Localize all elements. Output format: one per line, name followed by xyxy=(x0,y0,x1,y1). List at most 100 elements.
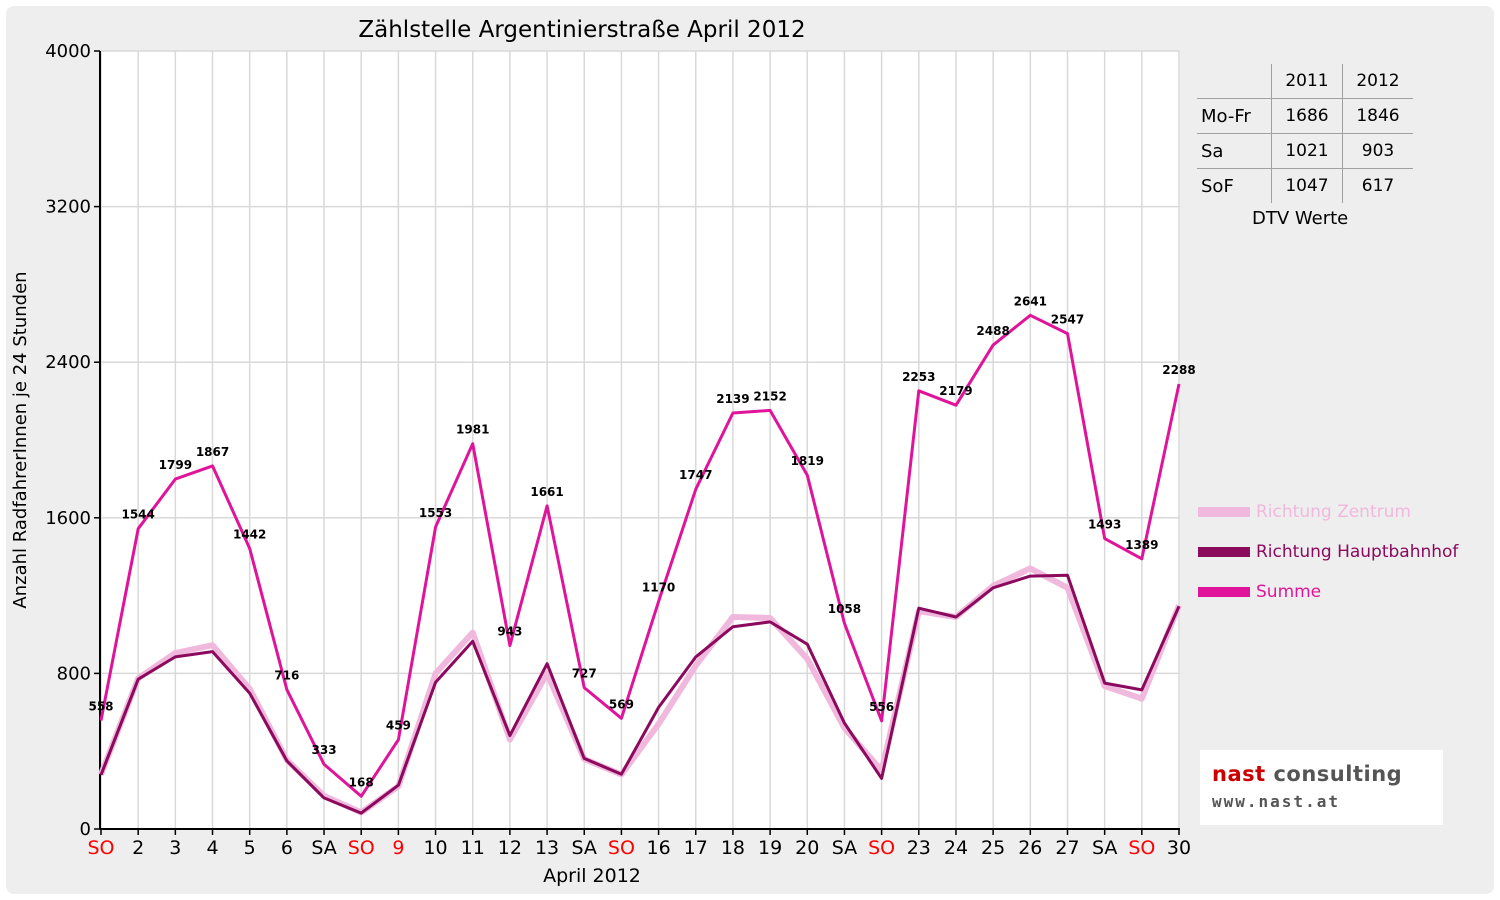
x-tick-label: SA xyxy=(311,837,336,859)
x-tick-label: SO xyxy=(87,837,114,859)
x-tick-label: SO xyxy=(868,837,895,859)
dtv-cell-2012: 1846 xyxy=(1342,98,1413,134)
data-label: 1867 xyxy=(196,445,229,459)
x-tick-label: SO xyxy=(348,837,375,859)
data-label: 2179 xyxy=(939,384,972,398)
x-tick-label: 20 xyxy=(795,837,819,859)
legend-swatch xyxy=(1198,587,1250,597)
data-label: 1981 xyxy=(456,423,489,437)
data-label: 943 xyxy=(497,625,522,639)
logo-name-part2: consulting xyxy=(1265,762,1403,786)
data-label: 2641 xyxy=(1014,294,1047,308)
logo-url: www.nast.at xyxy=(1212,792,1340,811)
data-label: 1799 xyxy=(159,458,192,472)
legend: Richtung Zentrum Richtung Hauptbahnhof S… xyxy=(1198,492,1458,612)
dtv-cell-2011: 1686 xyxy=(1271,98,1343,134)
y-axis-ticks: 0 800 1600 2400 3200 4000 xyxy=(45,41,100,840)
data-label: 556 xyxy=(869,700,894,714)
x-tick-label: 26 xyxy=(1018,837,1042,859)
y-axis-label: Anzahl RadfahrerInnen je 24 Stunden xyxy=(10,271,31,608)
dtv-row-sof: SoF 1047 617 xyxy=(1197,168,1413,203)
dtv-header-2011: 2011 xyxy=(1271,64,1343,99)
x-tick-label: 23 xyxy=(907,837,931,859)
x-tick-label: SA xyxy=(572,837,597,859)
x-tick-label: SO xyxy=(608,837,635,859)
data-label: 2547 xyxy=(1051,313,1084,327)
x-tick-label: 30 xyxy=(1167,837,1191,859)
x-tick-label: 17 xyxy=(684,837,708,859)
data-label: 2253 xyxy=(902,370,935,384)
x-tick-label: 12 xyxy=(498,837,522,859)
y-tick-label: 3200 xyxy=(45,197,91,218)
data-labels: 558 1544 1799 1867 1442 716 333 168 459 1553 1981 9… xyxy=(88,294,1195,789)
legend-label: Richtung Hauptbahnhof xyxy=(1256,542,1459,562)
data-label: 1493 xyxy=(1088,518,1121,532)
x-tick-label: 19 xyxy=(758,837,782,859)
data-label: 333 xyxy=(312,743,337,757)
data-label: 1819 xyxy=(791,454,824,468)
y-tick-label: 2400 xyxy=(45,352,91,373)
x-tick-label: 24 xyxy=(944,837,968,859)
legend-item-summe: Summe xyxy=(1198,572,1458,612)
data-label: 716 xyxy=(274,669,299,683)
data-label: 1553 xyxy=(419,506,452,520)
x-tick-label: SO xyxy=(1128,837,1155,859)
y-tick-label: 4000 xyxy=(45,41,91,62)
dtv-cell-2012: 903 xyxy=(1342,133,1413,169)
data-label: 1544 xyxy=(121,508,154,522)
data-label: 1747 xyxy=(679,468,712,482)
x-tick-label: 5 xyxy=(244,837,256,859)
y-tick-label: 0 xyxy=(80,819,91,840)
data-label: 459 xyxy=(386,719,411,733)
nast-consulting-logo: nast consulting www.nast.at xyxy=(1200,750,1443,825)
legend-swatch xyxy=(1198,547,1250,557)
dtv-row-label: Mo-Fr xyxy=(1197,98,1272,134)
series-layer xyxy=(98,313,1182,816)
data-label: 727 xyxy=(572,667,597,681)
x-tick-label: 13 xyxy=(535,837,559,859)
dtv-cell-2011: 1021 xyxy=(1271,133,1343,169)
dtv-row-mo-fr: Mo-Fr 1686 1846 xyxy=(1197,98,1413,134)
data-label: 2488 xyxy=(976,324,1009,338)
x-axis-label: April 2012 xyxy=(543,865,641,887)
x-tick-label: 25 xyxy=(981,837,1005,859)
x-tick-label: 2 xyxy=(132,837,144,859)
data-label: 569 xyxy=(609,697,634,711)
data-label: 1058 xyxy=(828,602,861,616)
x-tick-label: SA xyxy=(832,837,857,859)
data-label: 2139 xyxy=(716,392,749,406)
data-label: 558 xyxy=(88,699,113,713)
data-label: 2288 xyxy=(1162,363,1195,377)
x-tick-label: 18 xyxy=(721,837,745,859)
data-label: 1389 xyxy=(1125,538,1158,552)
dtv-caption: DTV Werte xyxy=(1252,208,1349,229)
legend-label: Summe xyxy=(1256,582,1322,602)
x-tick-label: 10 xyxy=(423,837,447,859)
x-tick-label: 3 xyxy=(169,837,181,859)
data-label: 1170 xyxy=(642,580,675,594)
x-tick-label: 4 xyxy=(206,837,218,859)
dtv-cell-2012: 617 xyxy=(1342,168,1413,203)
series-line-richtung-hauptbahnhof xyxy=(99,573,1181,815)
logo-name: nast consulting xyxy=(1212,762,1402,786)
legend-item-richtung-hauptbahnhof: Richtung Hauptbahnhof xyxy=(1198,532,1458,572)
x-tick-label: 16 xyxy=(646,837,670,859)
x-tick-label: 11 xyxy=(461,837,485,859)
dtv-header-blank xyxy=(1197,64,1272,99)
data-label: 1661 xyxy=(530,485,563,499)
data-label: 2152 xyxy=(753,389,786,403)
x-tick-label: SA xyxy=(1092,837,1117,859)
data-label: 1442 xyxy=(233,528,266,542)
dtv-row-label: Sa xyxy=(1197,133,1272,169)
chart-title: Zählstelle Argentinierstraße April 2012 xyxy=(358,17,805,43)
plot-area xyxy=(100,51,1180,829)
legend-swatch xyxy=(1198,507,1250,517)
dtv-row-sa: Sa 1021 903 xyxy=(1197,133,1413,169)
legend-label: Richtung Zentrum xyxy=(1256,502,1411,522)
dtv-table-header: 2011 2012 xyxy=(1197,64,1413,99)
y-tick-label: 800 xyxy=(57,663,91,684)
dtv-table: 2011 2012 Mo-Fr 1686 1846 Sa 1021 903 So… xyxy=(1197,64,1413,203)
dtv-row-label: SoF xyxy=(1201,175,1234,197)
legend-item-richtung-zentrum: Richtung Zentrum xyxy=(1198,492,1458,532)
